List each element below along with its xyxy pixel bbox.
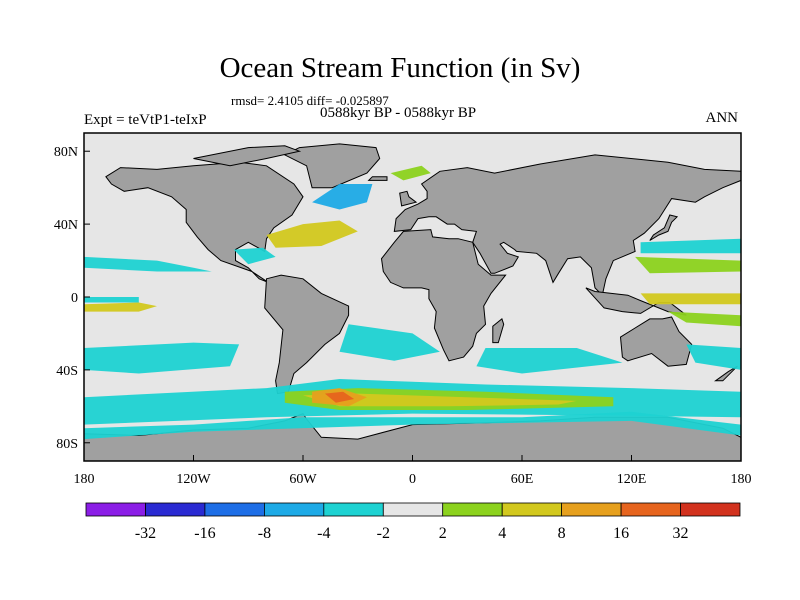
colorbar-swatch xyxy=(680,502,741,517)
experiment-label: Expt = teVtP1-teIxP xyxy=(84,112,207,128)
colorbar-swatch xyxy=(442,502,503,517)
anomaly-antarctic-coast-cyan xyxy=(84,411,741,440)
land-madagascar xyxy=(492,318,505,344)
land-iceland xyxy=(367,176,388,181)
colorbar-swatch xyxy=(620,502,681,517)
colorbar-label: 8 xyxy=(558,525,566,542)
y-tick-label: 0 xyxy=(71,291,78,306)
colorbar: -32 -16 -8 -4 -2 2 4 8 16 32 xyxy=(85,502,741,542)
anomaly-n-atlantic-green xyxy=(390,165,431,181)
anomaly-s-pacific-cyan xyxy=(84,342,240,374)
colorbar-label: 4 xyxy=(498,525,506,542)
anomaly-eq-pacific-yellow xyxy=(84,302,157,312)
stats-line: rmsd= 2.4105 diff= -0.025897 xyxy=(231,93,389,108)
colorbar-swatch xyxy=(382,502,444,517)
x-tick-label: 180 xyxy=(731,472,752,487)
y-tick-label: 40S xyxy=(56,364,78,379)
anomaly-indian-cyan xyxy=(476,348,623,374)
land-south-america xyxy=(264,274,350,395)
colorbar-label: 2 xyxy=(439,525,447,542)
colorbar-label: -8 xyxy=(258,525,271,542)
y-tick-label: 80S xyxy=(56,437,78,452)
colorbar-label: 16 xyxy=(613,525,629,542)
period-label: 0588kyr BP - 0588kyr BP xyxy=(320,105,477,121)
colorbar-label: -4 xyxy=(317,525,330,542)
colorbar-swatch xyxy=(263,502,325,517)
anomaly-eq-pacific-cyan xyxy=(84,297,139,303)
anomaly-gulf-cyan xyxy=(233,247,276,265)
land-greenland xyxy=(283,143,381,189)
colorbar-label: -32 xyxy=(135,525,156,542)
land-north-america xyxy=(105,161,304,283)
anomaly-weddell-red xyxy=(324,391,355,403)
chart-title: Ocean Stream Function (in Sv) xyxy=(219,52,581,84)
land-japan xyxy=(649,214,679,241)
anomaly-n-atlantic-gyre xyxy=(266,220,358,248)
y-tick-label: 40N xyxy=(54,218,78,233)
colorbar-swatch xyxy=(204,502,265,517)
land-uk xyxy=(399,190,418,207)
colorbar-swatch xyxy=(323,502,384,517)
anomaly-layer xyxy=(84,165,741,440)
anomaly-w-pacific-cyan xyxy=(640,238,741,254)
x-tick-label: 60E xyxy=(511,472,534,487)
anomaly-sw-pacific-cyan xyxy=(686,344,741,370)
anomaly-w-pacific-green xyxy=(635,256,741,274)
land-new-zealand xyxy=(713,365,738,382)
anomaly-acc-yellow xyxy=(303,393,577,407)
land-africa xyxy=(380,229,507,362)
x-tick-label: 0 xyxy=(409,472,416,487)
x-tick-label: 120W xyxy=(176,472,211,487)
land-arctic-islands xyxy=(193,145,302,167)
y-tick-label: 80N xyxy=(54,145,78,160)
anomaly-n-pacific-cyan xyxy=(84,256,212,272)
colorbar-label: -16 xyxy=(194,525,215,542)
anomaly-w-pacific-eq-yellow xyxy=(640,293,741,305)
anomaly-subpolar-gyre xyxy=(312,184,373,210)
x-tick-label: 120E xyxy=(617,472,647,487)
x-tick-label: 180 xyxy=(74,472,95,487)
colorbar-swatch xyxy=(501,502,563,517)
colorbar-swatch xyxy=(561,502,622,517)
land-layer xyxy=(84,143,741,461)
colorbar-label: -2 xyxy=(377,525,390,542)
colorbar-swatch xyxy=(85,502,146,517)
land-australia xyxy=(619,316,693,367)
anomaly-w-pacific-green2 xyxy=(668,311,741,327)
x-axis: 180 120W 60W 0 60E 120E 180 xyxy=(74,455,752,487)
season-label: ANN xyxy=(705,110,739,126)
colorbar-label: 32 xyxy=(673,525,689,542)
y-axis: 80N 40N 0 40S 80S xyxy=(54,145,90,452)
anomaly-s-atlantic-cyan xyxy=(339,324,440,361)
colorbar-swatch xyxy=(145,502,206,517)
x-tick-label: 60W xyxy=(289,472,317,487)
